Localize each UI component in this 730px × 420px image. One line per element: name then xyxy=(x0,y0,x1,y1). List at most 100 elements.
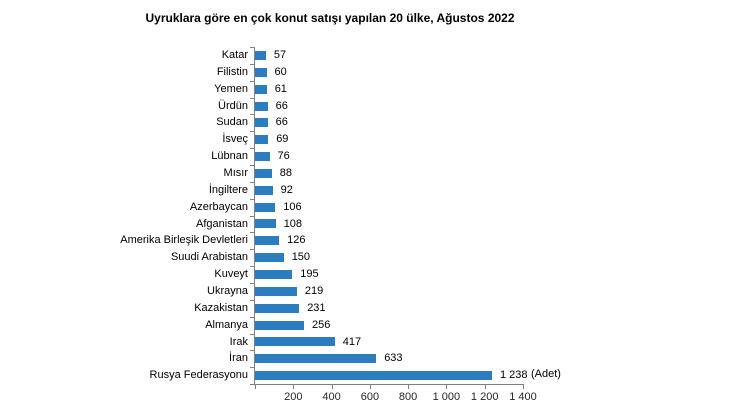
x-tick xyxy=(484,385,486,389)
value-label: 417 xyxy=(342,335,362,348)
bar xyxy=(255,152,270,161)
category-label: Yemen xyxy=(214,82,248,95)
x-tick xyxy=(369,385,371,389)
y-tick xyxy=(250,181,254,183)
y-tick xyxy=(250,114,254,116)
y-tick xyxy=(250,232,254,234)
y-axis xyxy=(254,47,255,385)
x-tick-label: 1 200 xyxy=(470,391,499,403)
bar xyxy=(255,286,297,296)
unit-label: (Adet) xyxy=(531,368,561,380)
value-label: 106 xyxy=(283,200,302,213)
bar xyxy=(255,202,276,212)
category-label: Katar xyxy=(221,49,248,61)
bar xyxy=(255,118,268,128)
value-label: 69 xyxy=(276,133,289,146)
y-tick xyxy=(250,316,254,318)
x-tick xyxy=(446,385,448,389)
y-tick xyxy=(250,198,254,200)
category-label: Azerbaycan xyxy=(189,200,248,213)
value-label: 633 xyxy=(384,352,403,365)
value-label: 1 238 xyxy=(500,369,528,382)
x-tick xyxy=(293,385,295,389)
category-label: Mısır xyxy=(223,167,248,179)
chart-title: Uyruklara göre en çok konut satışı yapıl… xyxy=(145,11,515,25)
bar xyxy=(255,303,300,313)
category-label: Rusya Federasyonu xyxy=(149,369,248,382)
bar xyxy=(255,67,267,77)
bar xyxy=(255,371,492,381)
value-label: 150 xyxy=(291,251,311,264)
category-label: Sudan xyxy=(216,116,248,129)
category-label: Afganistan xyxy=(196,217,248,230)
category-label: Ukrayna xyxy=(207,284,248,297)
y-tick xyxy=(250,80,254,82)
y-tick xyxy=(250,148,254,150)
x-tick-label: 1 000 xyxy=(432,391,461,403)
x-tick xyxy=(255,385,256,389)
value-label: 256 xyxy=(312,318,331,331)
value-label: 66 xyxy=(275,116,288,129)
bar xyxy=(255,253,284,263)
category-label: Irak xyxy=(229,335,248,348)
x-tick-label: 1 400 xyxy=(509,391,537,403)
value-label: 92 xyxy=(280,183,293,196)
value-label: 219 xyxy=(304,284,324,297)
x-tick-label: 400 xyxy=(322,391,341,403)
value-label: 66 xyxy=(275,99,288,112)
value-label: 108 xyxy=(283,217,303,230)
bar xyxy=(255,84,267,94)
x-tick xyxy=(408,385,410,389)
bar xyxy=(255,270,293,279)
x-tick xyxy=(331,385,333,389)
category-label: Kazakistan xyxy=(194,301,248,314)
bar xyxy=(255,185,273,195)
category-label: Kuveyt xyxy=(214,268,248,281)
y-tick xyxy=(250,63,254,65)
value-label: 195 xyxy=(300,268,319,281)
category-label: Amerika Birleşik Devletleri xyxy=(120,234,248,247)
value-label: 61 xyxy=(274,82,287,95)
bar xyxy=(255,219,276,229)
y-tick xyxy=(250,249,254,251)
bar xyxy=(255,101,268,111)
category-label: İsveç xyxy=(222,133,248,146)
value-label: 60 xyxy=(274,65,287,78)
y-tick xyxy=(250,350,254,352)
y-tick xyxy=(250,333,254,335)
y-tick xyxy=(250,282,254,284)
value-label: 126 xyxy=(287,234,306,247)
y-tick xyxy=(250,384,254,385)
y-tick xyxy=(250,131,254,133)
bar xyxy=(255,50,266,60)
bar xyxy=(255,320,304,330)
y-tick xyxy=(250,215,254,217)
y-tick xyxy=(250,266,254,268)
y-tick xyxy=(250,97,254,99)
category-label: Filistin xyxy=(216,65,248,78)
bar xyxy=(255,354,377,364)
value-label: 57 xyxy=(273,49,287,61)
value-label: 76 xyxy=(277,150,290,163)
x-axis xyxy=(254,384,524,385)
bar xyxy=(255,168,272,178)
bar xyxy=(255,337,335,347)
x-tick-label: 600 xyxy=(360,391,380,403)
value-label: 88 xyxy=(279,167,293,179)
category-label: İngiltere xyxy=(208,183,248,196)
y-tick xyxy=(250,367,254,369)
value-label: 231 xyxy=(307,301,326,314)
category-label: Ürdün xyxy=(218,99,248,112)
y-tick xyxy=(250,165,254,166)
x-tick xyxy=(523,385,524,389)
category-label: Suudi Arabistan xyxy=(170,251,248,264)
category-label: İran xyxy=(229,352,248,365)
x-tick-label: 800 xyxy=(398,391,418,403)
category-label: Almanya xyxy=(205,318,248,331)
bar xyxy=(255,236,280,246)
category-label: Lübnan xyxy=(211,150,248,163)
bar xyxy=(255,135,269,145)
y-tick xyxy=(250,47,254,48)
x-tick-label: 200 xyxy=(284,391,303,403)
